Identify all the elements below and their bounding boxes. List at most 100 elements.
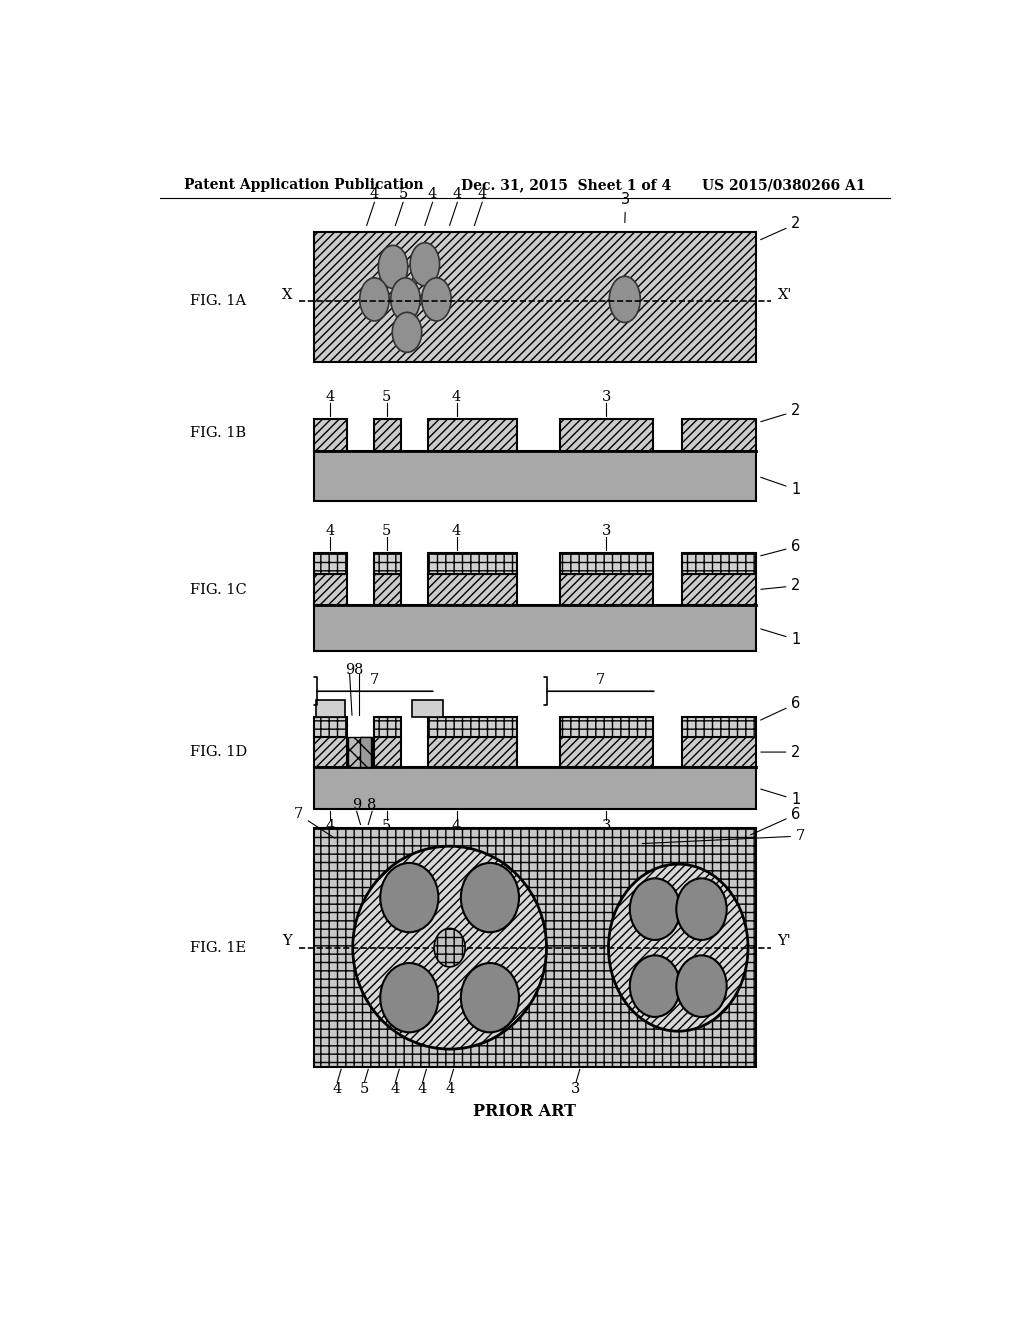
Text: FIG. 1E: FIG. 1E [190,941,246,954]
Text: 3: 3 [601,818,611,833]
Bar [428,574,517,605]
Text: 1: 1 [761,478,801,498]
Ellipse shape [359,277,389,321]
Bar [314,829,756,1067]
Text: 1: 1 [761,789,801,808]
Text: 4: 4 [445,1081,455,1096]
Ellipse shape [630,878,680,940]
Ellipse shape [378,246,408,289]
Text: FIG. 1B: FIG. 1B [190,426,246,441]
Text: 9: 9 [345,663,354,677]
Text: Patent Application Publication: Patent Application Publication [183,178,424,193]
Text: 4: 4 [453,186,462,201]
Text: 7: 7 [595,673,604,688]
Text: 4: 4 [418,1081,427,1096]
Bar [682,418,756,451]
Text: Y: Y [283,935,292,949]
Text: Dec. 31, 2015  Sheet 1 of 4: Dec. 31, 2015 Sheet 1 of 4 [461,178,672,193]
Text: 4: 4 [326,391,335,404]
Ellipse shape [676,956,727,1016]
Text: 9: 9 [352,799,361,812]
Bar [359,738,372,767]
Bar [314,738,346,767]
Text: US 2015/0380266 A1: US 2015/0380266 A1 [701,178,865,193]
Text: 1: 1 [761,628,801,647]
Bar [682,718,756,738]
Ellipse shape [391,277,420,321]
Bar [682,738,756,767]
Text: 4: 4 [391,1081,400,1096]
Bar [428,738,517,767]
Bar [348,738,372,767]
Text: 4: 4 [428,186,437,201]
Bar [315,701,345,718]
Text: X: X [282,288,292,302]
Text: 4: 4 [452,524,461,539]
Ellipse shape [422,277,452,321]
Text: 4: 4 [333,1081,342,1096]
Ellipse shape [392,313,422,352]
Text: 6: 6 [761,696,801,721]
Text: 5: 5 [359,1081,369,1096]
Ellipse shape [630,956,680,1016]
Bar [314,418,346,451]
Bar [560,718,652,738]
Text: 2: 2 [761,216,801,240]
Bar [374,553,400,574]
Text: 2: 2 [761,744,801,759]
Ellipse shape [380,863,438,932]
Text: 5: 5 [382,391,391,404]
Text: 4: 4 [452,818,461,833]
Text: 4: 4 [326,524,335,539]
Bar [413,701,443,718]
Text: 5: 5 [382,524,391,539]
Text: FIG. 1D: FIG. 1D [190,744,247,759]
Text: FIG. 1A: FIG. 1A [190,294,246,308]
Text: 6: 6 [751,807,801,834]
Text: 4: 4 [452,391,461,404]
Bar [314,553,346,574]
Text: 6: 6 [761,539,801,556]
Text: 2: 2 [761,404,801,421]
Bar [682,574,756,605]
Ellipse shape [434,928,465,966]
Text: 5: 5 [382,818,391,833]
Text: 7: 7 [294,808,335,838]
Ellipse shape [352,846,547,1049]
Bar [428,553,517,574]
Bar [560,574,652,605]
Text: 4: 4 [370,186,379,201]
Text: PRIOR ART: PRIOR ART [473,1104,577,1121]
Bar [560,553,652,574]
Bar [560,418,652,451]
Bar [314,574,346,605]
Bar [374,738,400,767]
Text: 3: 3 [601,524,611,539]
Text: 3: 3 [571,1081,581,1096]
Ellipse shape [410,243,439,286]
Bar [428,418,517,451]
Text: 4: 4 [477,186,486,201]
Bar [682,553,756,574]
Bar [374,418,400,451]
Ellipse shape [380,964,438,1032]
Ellipse shape [608,865,748,1031]
Bar [314,605,756,651]
Text: 2: 2 [761,578,801,593]
Text: FIG. 1C: FIG. 1C [190,582,247,597]
Text: 3: 3 [601,391,611,404]
Text: X': X' [777,288,792,302]
Text: 4: 4 [326,818,335,833]
Bar [314,231,756,363]
Ellipse shape [609,276,640,322]
Text: 7: 7 [642,829,805,843]
Bar [314,718,346,738]
Text: 8: 8 [354,663,364,677]
Bar [374,718,400,738]
Text: 8: 8 [368,799,377,812]
Bar [374,574,400,605]
Ellipse shape [461,863,519,932]
Ellipse shape [676,878,727,940]
Bar [314,451,756,502]
Text: Y': Y' [777,935,792,949]
